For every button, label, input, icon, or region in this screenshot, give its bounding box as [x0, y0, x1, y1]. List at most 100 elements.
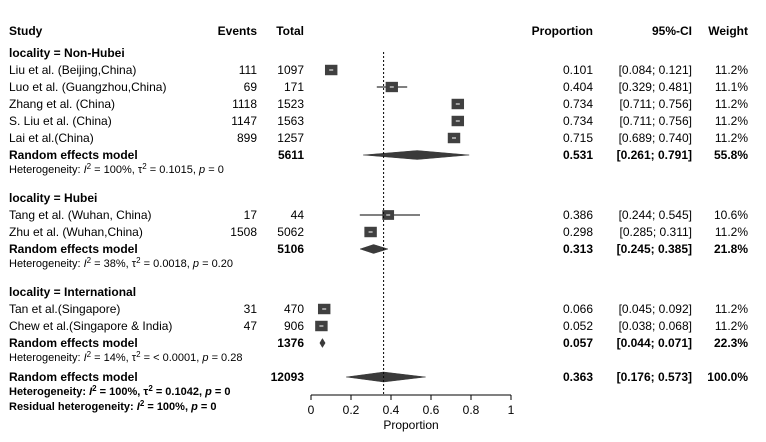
study-proportion: 0.404 — [563, 80, 593, 94]
study-proportion: 0.734 — [563, 114, 593, 128]
subgroup-summary-label: Random effects model — [9, 242, 138, 256]
study-weight: 11.2% — [715, 63, 748, 77]
study-name: Tang et al. (Wuhan, China) — [9, 208, 152, 222]
header-events: Events — [218, 24, 258, 38]
study-weight: 11.2% — [715, 319, 748, 333]
study-proportion: 0.066 — [563, 302, 593, 316]
study-total: 906 — [284, 319, 304, 333]
header-total: Total — [276, 24, 304, 38]
overall-summary-weight: 100.0% — [707, 370, 748, 384]
x-tick-label: 0.2 — [343, 403, 360, 417]
study-name: Zhu et al. (Wuhan,China) — [9, 225, 143, 239]
overall-summary-label: Random effects model — [9, 370, 138, 384]
study-name: S. Liu et al. (China) — [9, 114, 112, 128]
x-axis: 0 0.2 0.4 0.6 0.8 1 Proportion — [308, 394, 515, 432]
subgroup-summary-total: 5106 — [277, 242, 304, 256]
study-total: 44 — [291, 208, 305, 222]
subgroup-summary-ci: [0.044; 0.071] — [617, 336, 692, 350]
study-ci: [0.244; 0.545] — [619, 208, 692, 222]
subgroup-summary-weight: 21.8% — [714, 242, 748, 256]
study-name: Tan et al.(Singapore) — [9, 302, 120, 316]
subgroup-summary-ci: [0.245; 0.385] — [617, 242, 692, 256]
study-total: 470 — [284, 302, 304, 316]
study-proportion: 0.386 — [563, 208, 593, 222]
study-events: 111 — [239, 63, 258, 77]
overall-summary-proportion: 0.363 — [563, 370, 593, 384]
study-name: Chew et al.(Singapore & India) — [9, 319, 172, 333]
subgroup-heterogeneity: Heterogeneity: I2 = 100%, τ2 = 0.1015, p… — [9, 162, 224, 177]
study-proportion: 0.734 — [563, 97, 593, 111]
overall-summary-diamond — [346, 371, 426, 383]
study-weight: 11.2% — [715, 97, 748, 111]
x-tick-label: 1 — [508, 403, 515, 417]
study-ci: [0.038; 0.068] — [619, 319, 692, 333]
overall-summary-ci: [0.176; 0.573] — [617, 370, 692, 384]
x-tick-label: 0.6 — [423, 403, 440, 417]
x-tick-label: 0.8 — [463, 403, 480, 417]
study-proportion: 0.101 — [563, 63, 593, 77]
study-proportion: 0.052 — [563, 319, 593, 333]
subgroup-summary-label: Random effects model — [9, 148, 138, 162]
study-name: Luo et al. (Guangzhou,China) — [9, 80, 166, 94]
subgroup-summary-proportion: 0.531 — [563, 148, 593, 162]
study-events: 47 — [244, 319, 258, 333]
x-tick-label: 0 — [308, 403, 315, 417]
group-label: locality = Non-Hubei — [9, 46, 125, 60]
group-label: locality = International — [9, 285, 136, 299]
study-total: 1257 — [277, 131, 304, 145]
subgroup-summary-total: 1376 — [277, 336, 304, 350]
study-weight: 11.2% — [715, 225, 748, 239]
study-ci: [0.329; 0.481] — [619, 80, 692, 94]
study-ci: [0.689; 0.740] — [619, 131, 692, 145]
study-proportion: 0.715 — [563, 131, 593, 145]
subgroup-heterogeneity: Heterogeneity: I2 = 14%, τ2 = < 0.0001, … — [9, 350, 242, 365]
group-label: locality = Hubei — [9, 191, 97, 205]
study-weight: 11.2% — [715, 131, 748, 145]
study-events: 1508 — [230, 225, 257, 239]
study-ci: [0.084; 0.121] — [619, 63, 692, 77]
subgroup-summary-label: Random effects model — [9, 336, 138, 350]
subgroup-summary-weight: 55.8% — [714, 148, 748, 162]
study-total: 171 — [284, 80, 304, 94]
residual-heterogeneity: Residual heterogeneity: I2 = 100%, p = 0 — [9, 399, 216, 414]
header-ci: 95%-CI — [652, 24, 692, 38]
x-tick-label: 0.4 — [383, 403, 400, 417]
study-total: 1563 — [277, 114, 304, 128]
subgroup-summary-proportion: 0.313 — [563, 242, 593, 256]
forest-rows: locality = Non-Hubei Liu et al. (Beijing,… — [9, 46, 748, 413]
study-name: Zhang et al. (China) — [9, 97, 115, 111]
study-ci: [0.711; 0.756] — [619, 114, 692, 128]
study-ci: [0.285; 0.311] — [619, 225, 692, 239]
study-name: Liu et al. (Beijing,China) — [9, 63, 136, 77]
study-events: 69 — [244, 80, 258, 94]
study-proportion: 0.298 — [563, 225, 593, 239]
header-weight: Weight — [708, 24, 748, 38]
study-weight: 11.2% — [715, 302, 748, 316]
study-ci: [0.045; 0.092] — [619, 302, 692, 316]
overall-summary-total: 12093 — [271, 370, 305, 384]
study-events: 1118 — [232, 97, 257, 111]
study-weight: 10.6% — [714, 208, 748, 222]
header-study: Study — [9, 24, 43, 38]
header-proportion: Proportion — [532, 24, 593, 38]
study-events: 31 — [244, 302, 258, 316]
study-name: Lai et al.(China) — [9, 131, 94, 145]
subgroup-summary-diamond — [319, 338, 326, 348]
study-events: 1147 — [231, 114, 257, 128]
subgroup-summary-proportion: 0.057 — [563, 336, 593, 350]
study-events: 17 — [244, 208, 258, 222]
overall-heterogeneity: Heterogeneity: I2 = 100%, τ2 = 0.1042, p… — [9, 384, 230, 399]
study-ci: [0.711; 0.756] — [619, 97, 692, 111]
subgroup-summary-ci: [0.261; 0.791] — [617, 148, 692, 162]
subgroup-summary-diamond — [359, 244, 389, 254]
subgroup-heterogeneity: Heterogeneity: I2 = 38%, τ2 = 0.0018, p … — [9, 256, 233, 271]
study-total: 1523 — [277, 97, 304, 111]
study-total: 1097 — [277, 63, 304, 77]
study-weight: 11.1% — [715, 80, 748, 94]
subgroup-summary-diamond — [363, 150, 470, 160]
study-events: 899 — [237, 131, 257, 145]
subgroup-summary-total: 5611 — [278, 148, 304, 162]
study-total: 5062 — [277, 225, 304, 239]
x-axis-label: Proportion — [383, 418, 438, 432]
